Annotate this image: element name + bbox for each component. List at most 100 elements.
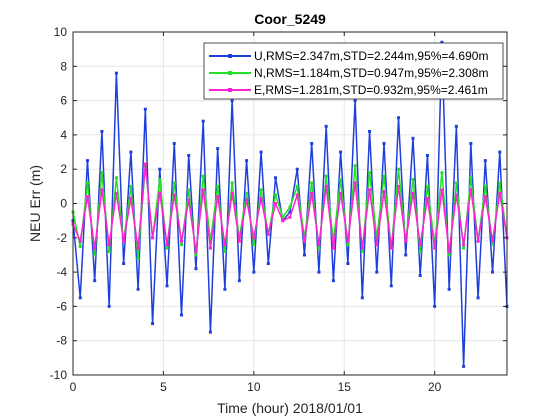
data-point-u [447, 287, 451, 291]
data-point-e [245, 198, 249, 202]
data-point-e [237, 239, 241, 243]
data-point-e [491, 239, 495, 243]
data-point-n [418, 250, 422, 254]
data-point-e [252, 236, 256, 240]
data-point-u [433, 304, 437, 308]
data-point-u [93, 279, 97, 283]
data-point-u [339, 150, 343, 154]
data-point-u [302, 253, 306, 257]
y-tick-label: -6 [56, 299, 67, 313]
data-point-e [483, 195, 487, 199]
data-point-n [295, 184, 299, 188]
data-point-n [281, 215, 285, 219]
data-point-u [418, 274, 422, 278]
data-point-u [331, 279, 335, 283]
data-point-e [404, 239, 408, 243]
legend-label-u: U,RMS=2.347m,STD=2.244m,95%=4.690m [254, 49, 488, 63]
data-point-e [107, 243, 111, 247]
data-point-u [317, 270, 321, 274]
data-point-u [476, 296, 480, 300]
legend-marker-u [228, 54, 232, 58]
data-point-n [252, 243, 256, 247]
data-point-u [266, 262, 270, 266]
data-point-n [425, 184, 429, 188]
y-tick-label: 4 [60, 128, 67, 142]
data-point-n [180, 243, 183, 247]
data-point-u [288, 210, 292, 214]
series-layer [71, 40, 509, 368]
data-point-e [85, 195, 89, 199]
data-point-n [454, 181, 458, 185]
data-point-u [368, 129, 372, 133]
data-point-n [469, 176, 473, 180]
x-tick-label: 5 [160, 380, 167, 394]
data-point-n [462, 246, 466, 250]
data-point-n [491, 243, 495, 247]
data-point-u [404, 253, 408, 257]
y-axis-label: NEU Err (m) [27, 165, 43, 242]
data-point-u [274, 176, 278, 180]
data-point-u [491, 270, 495, 274]
data-point-e [375, 243, 379, 247]
data-point-e [223, 243, 227, 247]
data-point-u [454, 124, 458, 128]
data-point-n [208, 239, 212, 243]
data-point-u [194, 267, 198, 271]
series-e [71, 162, 509, 254]
data-point-e [339, 191, 343, 195]
data-point-e [462, 243, 466, 247]
data-point-n [440, 171, 444, 175]
data-point-e [295, 193, 299, 197]
data-point-e [454, 193, 458, 197]
data-point-e [151, 236, 155, 240]
data-point-n [245, 191, 249, 195]
legend-label-n: N,RMS=1.184m,STD=0.947m,95%=2.308m [254, 66, 488, 80]
data-point-n [136, 256, 140, 260]
data-point-e [418, 243, 422, 247]
data-point-e [382, 190, 386, 193]
data-point-u [295, 167, 299, 171]
data-point-u [346, 262, 350, 266]
data-point-e [259, 196, 263, 200]
data-point-u [252, 270, 256, 274]
x-axis-label: Time (hour) 2018/01/01 [217, 400, 363, 416]
data-point-n [353, 164, 357, 168]
data-point-n [158, 177, 162, 181]
data-point-u [180, 313, 183, 317]
data-point-e [288, 215, 292, 219]
data-point-e [114, 191, 118, 195]
data-point-e [93, 246, 97, 250]
data-point-u [440, 40, 444, 44]
y-tick-label: -8 [56, 334, 67, 348]
data-point-e [172, 193, 176, 197]
data-point-u [187, 153, 191, 157]
data-point-u [498, 150, 502, 154]
data-point-e [216, 195, 220, 199]
data-point-n [382, 174, 386, 178]
x-tick-label: 20 [428, 380, 442, 394]
data-point-e [180, 239, 183, 243]
legend-marker-e [228, 88, 232, 92]
y-tick-label: 2 [60, 162, 67, 176]
data-point-e [78, 239, 82, 243]
data-point-n [346, 243, 350, 247]
data-point-e [425, 196, 429, 200]
data-point-u [375, 270, 379, 274]
data-point-e [440, 188, 444, 192]
data-point-u [324, 124, 328, 128]
data-point-u [469, 141, 473, 145]
data-point-e [469, 188, 473, 192]
data-point-n [223, 250, 227, 254]
data-point-u [483, 159, 487, 163]
data-point-n [324, 174, 328, 178]
data-point-n [93, 253, 97, 257]
data-point-u [136, 287, 140, 291]
data-point-n [360, 250, 364, 254]
data-point-n [447, 253, 451, 257]
data-point-n [172, 181, 176, 185]
data-point-e [158, 191, 162, 195]
data-point-e [397, 184, 400, 188]
data-point-u [85, 159, 89, 163]
data-point-u [237, 279, 241, 283]
